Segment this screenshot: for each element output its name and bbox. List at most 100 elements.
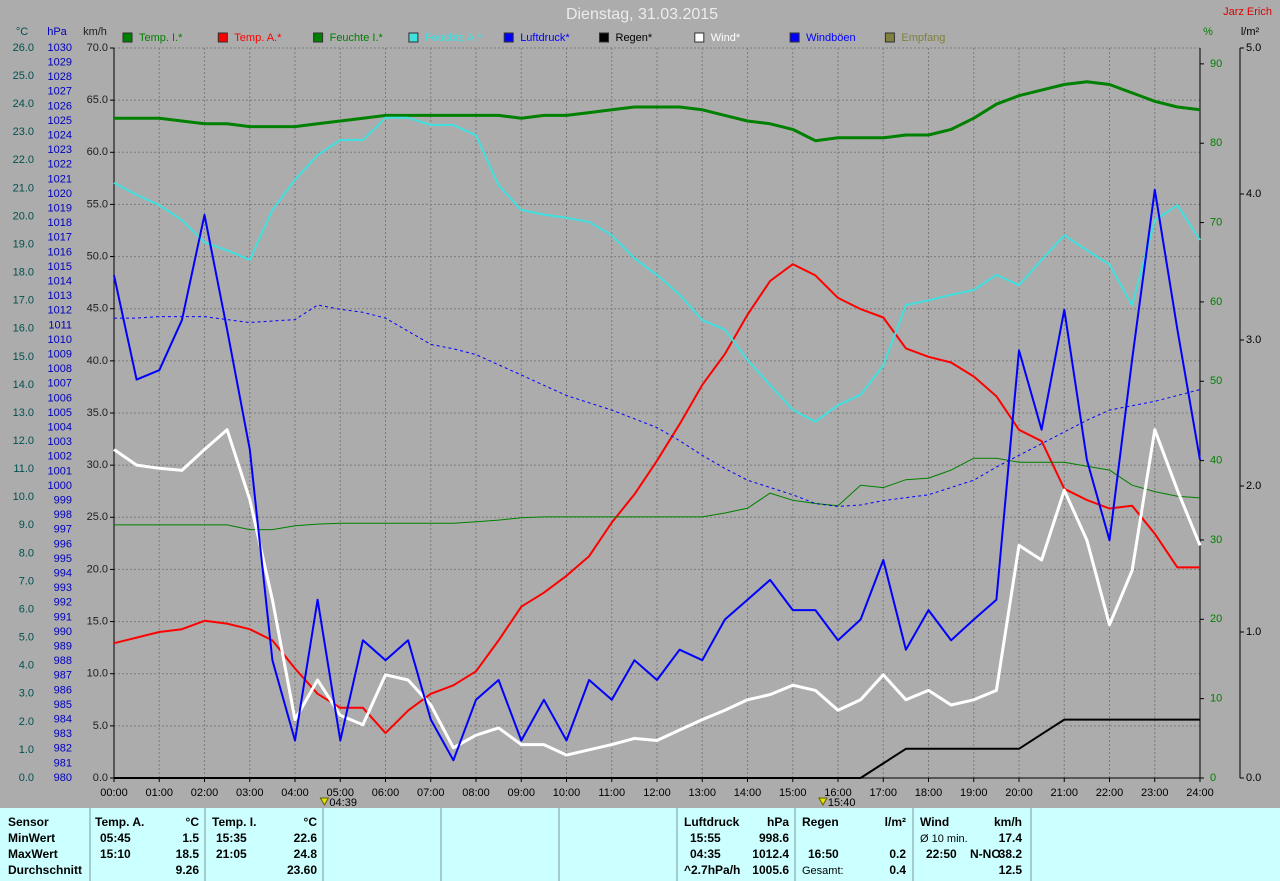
y-tick-label: 1023: [48, 144, 72, 156]
y-tick-label: 1005: [48, 407, 72, 419]
y-tick-label: 990: [54, 626, 72, 638]
y-tick-label: 985: [54, 699, 72, 711]
y-tick-label: 1025: [48, 115, 72, 127]
cell: 22.6: [294, 831, 318, 845]
y-tick-label: 1030: [48, 42, 72, 54]
y-tick-label: 70.0: [87, 42, 108, 54]
cell: 23.60: [287, 863, 317, 877]
cell: °C: [304, 815, 318, 829]
y-tick-label: 14.0: [13, 379, 34, 391]
y-tick-label: 20.0: [13, 210, 34, 222]
y-tick-label: 1003: [48, 436, 72, 448]
y-tick-label: 1.0: [1246, 626, 1261, 638]
legend-label: Temp. A.*: [234, 32, 282, 44]
cell: l/m²: [885, 815, 906, 829]
y-tick-label: 1028: [48, 71, 72, 83]
y-tick-label: 1015: [48, 261, 72, 273]
y-tick-label: 20: [1210, 613, 1222, 625]
y-tick-label: 1008: [48, 363, 72, 375]
x-tick-label: 12:00: [643, 787, 671, 799]
cell: Gesamt:: [802, 865, 844, 877]
y-tick-label: 980: [54, 772, 72, 784]
y-tick-label: 6.0: [19, 603, 34, 615]
y-tick-label: 1022: [48, 159, 72, 171]
x-tick-label: 09:00: [507, 787, 535, 799]
cell: Regen: [802, 815, 839, 829]
cell: MinWert: [8, 831, 55, 845]
y-tick-label: 26.0: [13, 42, 34, 54]
y-tick-label: 994: [54, 568, 72, 580]
y-tick-label: 70: [1210, 216, 1222, 228]
y-tick-label: 1014: [48, 276, 72, 288]
y-tick-label: 1002: [48, 451, 72, 463]
y-tick-label: 0.0: [19, 772, 34, 784]
y-tick-label: 16.0: [13, 323, 34, 335]
marker-icon: [319, 797, 330, 807]
y-tick-label: 5.0: [1246, 42, 1261, 54]
cell: 21:05: [216, 847, 247, 861]
y-tick-label: 1013: [48, 290, 72, 302]
y-tick-label: 80: [1210, 137, 1222, 149]
cell: 05:45: [100, 831, 131, 845]
axis-label: %: [1203, 26, 1213, 38]
x-tick-label: 24:00: [1186, 787, 1214, 799]
cell: N-NO: [970, 847, 1001, 861]
y-tick-label: 55.0: [87, 198, 108, 210]
y-tick-label: 0.0: [1246, 772, 1261, 784]
legend-label: Feuchte A.*: [425, 32, 483, 44]
x-tick-label: 06:00: [372, 787, 400, 799]
x-tick-label: 23:00: [1141, 787, 1169, 799]
y-tick-label: 0: [1210, 772, 1216, 784]
legend-label: Temp. I.*: [139, 32, 183, 44]
author: Jarz Erich: [1223, 6, 1272, 18]
series-line: [114, 80, 1201, 143]
y-tick-label: 5.0: [19, 632, 34, 644]
y-tick-label: 996: [54, 538, 72, 550]
legend-label: Feuchte I.*: [330, 32, 384, 44]
y-tick-label: 997: [54, 524, 72, 536]
cell: 18.5: [176, 847, 200, 861]
cell: 15:35: [216, 831, 247, 845]
x-tick-label: 15:00: [779, 787, 807, 799]
y-tick-label: 15.0: [87, 615, 108, 627]
y-tick-label: 4.0: [19, 660, 34, 672]
table-background: [0, 808, 1280, 881]
y-tick-label: 15.0: [13, 351, 34, 363]
axis-label: km/h: [83, 26, 107, 38]
y-tick-label: 35.0: [87, 407, 108, 419]
y-tick-label: 1020: [48, 188, 72, 200]
y-tick-label: 45.0: [87, 303, 108, 315]
legend-label: Empfang: [901, 32, 945, 44]
marker-label: 04:39: [329, 797, 357, 809]
y-tick-label: 1019: [48, 203, 72, 215]
cell: hPa: [767, 815, 789, 829]
cell: Durchschnitt: [8, 863, 82, 877]
cell: 16:50: [808, 847, 839, 861]
cell: 0.4: [889, 863, 906, 877]
y-tick-label: 981: [54, 757, 72, 769]
x-tick-label: 07:00: [417, 787, 445, 799]
y-tick-label: 25.0: [13, 70, 34, 82]
y-tick-label: 1001: [48, 465, 72, 477]
cell: 9.26: [176, 863, 200, 877]
cell: °C: [186, 815, 200, 829]
x-tick-label: 05:00: [326, 787, 354, 799]
y-tick-label: 20.0: [87, 563, 108, 575]
y-tick-label: 1017: [48, 232, 72, 244]
y-tick-label: 23.0: [13, 126, 34, 138]
y-tick-label: 1006: [48, 392, 72, 404]
y-tick-label: 986: [54, 684, 72, 696]
x-tick-label: 04:00: [281, 787, 309, 799]
x-tick-label: 00:00: [100, 787, 128, 799]
y-tick-label: 24.0: [13, 98, 34, 110]
y-tick-label: 30.0: [87, 459, 108, 471]
cell: Wind: [920, 815, 949, 829]
x-tick-label: 11:00: [598, 787, 625, 799]
y-tick-label: 40: [1210, 455, 1222, 467]
y-tick-label: 1027: [48, 86, 72, 98]
y-tick-label: 1010: [48, 334, 72, 346]
y-tick-label: 50: [1210, 375, 1222, 387]
y-tick-label: 1026: [48, 100, 72, 112]
stats-table: Sensor MinWert MaxWert Durchschnitt Temp…: [0, 808, 1280, 881]
